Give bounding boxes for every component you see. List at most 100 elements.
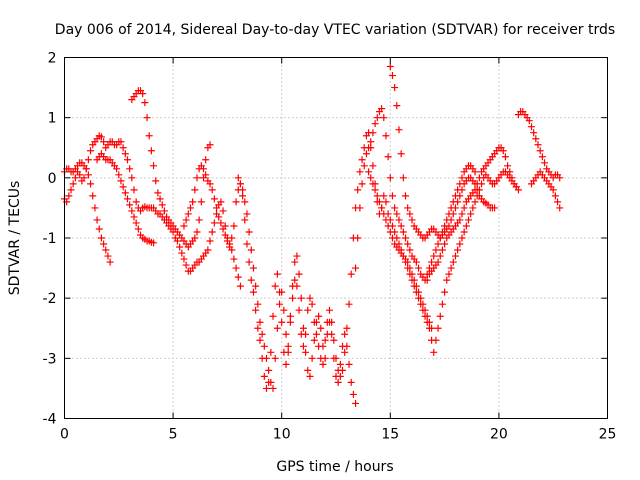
data-point (406, 246, 414, 254)
data-point (471, 186, 479, 194)
y-tick-label: -1 (43, 231, 57, 247)
data-point (245, 258, 253, 266)
data-point (406, 264, 414, 272)
data-point (341, 330, 349, 338)
data-point (304, 366, 312, 374)
data-point (178, 249, 186, 257)
data-point (232, 264, 240, 272)
data-point (213, 204, 221, 212)
data-point (536, 147, 544, 155)
data-point (386, 228, 394, 236)
data-point (262, 354, 270, 362)
data-point (200, 165, 208, 173)
data-point (219, 225, 227, 233)
data-point (284, 348, 292, 356)
data-point (432, 336, 440, 344)
chart-title: Day 006 of 2014, Sidereal Day-to-day VTE… (55, 22, 615, 38)
y-axis-label: SDTVAR / TECUs (7, 181, 23, 296)
data-point (436, 252, 444, 260)
data-point (451, 204, 459, 212)
data-point (460, 204, 468, 212)
data-point (236, 282, 244, 290)
data-point (530, 129, 538, 137)
data-point (87, 147, 95, 155)
data-point (382, 198, 390, 206)
data-point (150, 239, 158, 247)
data-point (245, 228, 253, 236)
data-point (123, 195, 131, 203)
data-point (156, 195, 164, 203)
data-point (204, 246, 212, 254)
data-point (454, 246, 462, 254)
data-point (269, 384, 277, 392)
data-point (345, 300, 353, 308)
data-point (458, 174, 466, 182)
data-point (295, 306, 303, 314)
data-point (428, 258, 436, 266)
data-point (69, 180, 77, 188)
data-point (186, 204, 194, 212)
data-point (145, 132, 153, 140)
data-point (241, 198, 249, 206)
data-point (232, 198, 240, 206)
data-point (395, 126, 403, 134)
data-point (132, 219, 140, 227)
data-point (549, 186, 557, 194)
data-point (315, 342, 323, 350)
data-point (243, 240, 251, 248)
data-point (297, 294, 305, 302)
data-point (254, 324, 262, 332)
data-point (419, 300, 427, 308)
data-point (256, 318, 264, 326)
data-point (412, 258, 420, 266)
y-tick-label: -2 (43, 291, 57, 307)
x-tick-label: 25 (599, 427, 617, 443)
data-point (356, 204, 364, 212)
data-point (343, 342, 351, 350)
data-point (358, 180, 366, 188)
data-point (180, 222, 188, 230)
x-tick-label: 15 (381, 427, 399, 443)
data-point (371, 186, 379, 194)
data-point (541, 159, 549, 167)
data-point (556, 174, 564, 182)
data-point (262, 384, 270, 392)
data-point (102, 246, 110, 254)
data-point (293, 252, 301, 260)
data-point (347, 378, 355, 386)
data-point (315, 312, 323, 320)
data-point (106, 258, 114, 266)
data-point (67, 186, 75, 194)
data-point (252, 306, 260, 314)
data-point (434, 258, 442, 266)
x-axis-label: GPS time / hours (276, 459, 393, 475)
data-point (280, 306, 288, 314)
data-point (458, 186, 466, 194)
data-point (471, 168, 479, 176)
data-point (267, 348, 275, 356)
data-point (380, 192, 388, 200)
data-point (380, 210, 388, 218)
data-point (504, 162, 512, 170)
data-point (402, 192, 410, 200)
data-point (286, 312, 294, 320)
data-point (445, 270, 453, 278)
data-point (475, 174, 483, 182)
data-point (247, 276, 255, 284)
data-point (273, 324, 281, 332)
data-point (252, 282, 260, 290)
data-point (234, 273, 242, 281)
data-point (402, 234, 410, 242)
data-point (345, 360, 353, 368)
data-point (239, 186, 247, 194)
data-point (349, 390, 357, 398)
data-point (256, 336, 264, 344)
data-point (464, 216, 472, 224)
data-point (158, 201, 166, 209)
data-point (445, 222, 453, 230)
data-point (189, 198, 197, 206)
data-point (534, 141, 542, 149)
data-point (508, 174, 516, 182)
data-point (273, 270, 281, 278)
data-point (321, 336, 329, 344)
